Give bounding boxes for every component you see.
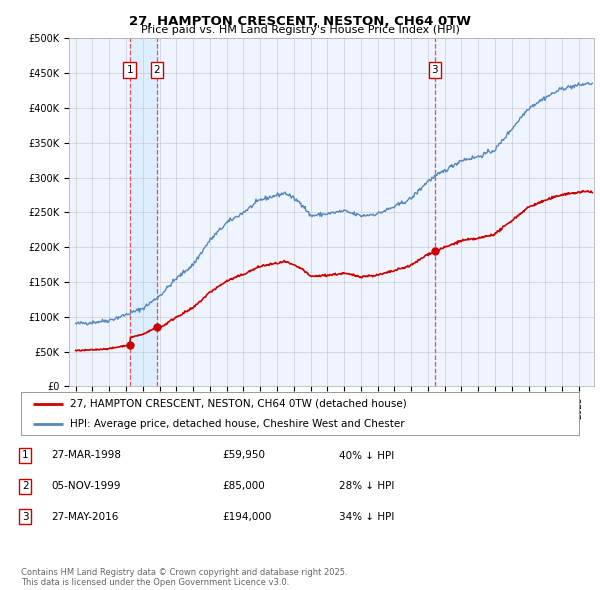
- Bar: [130, 38, 157, 386]
- Text: 1: 1: [127, 65, 133, 75]
- Text: 27-MAY-2016: 27-MAY-2016: [51, 512, 118, 522]
- Text: 27-MAR-1998: 27-MAR-1998: [51, 451, 121, 460]
- Text: £59,950: £59,950: [222, 451, 265, 460]
- Text: 1: 1: [22, 451, 29, 460]
- Text: Contains HM Land Registry data © Crown copyright and database right 2025.
This d: Contains HM Land Registry data © Crown c…: [21, 568, 347, 587]
- Text: 2: 2: [22, 481, 29, 491]
- Text: 3: 3: [431, 65, 438, 75]
- Text: 27, HAMPTON CRESCENT, NESTON, CH64 0TW (detached house): 27, HAMPTON CRESCENT, NESTON, CH64 0TW (…: [70, 399, 407, 409]
- Text: 34% ↓ HPI: 34% ↓ HPI: [339, 512, 394, 522]
- Text: £85,000: £85,000: [222, 481, 265, 491]
- Text: 2: 2: [154, 65, 160, 75]
- Text: £194,000: £194,000: [222, 512, 271, 522]
- Text: 27, HAMPTON CRESCENT, NESTON, CH64 0TW: 27, HAMPTON CRESCENT, NESTON, CH64 0TW: [129, 15, 471, 28]
- Text: 40% ↓ HPI: 40% ↓ HPI: [339, 451, 394, 460]
- Text: 28% ↓ HPI: 28% ↓ HPI: [339, 481, 394, 491]
- Text: Price paid vs. HM Land Registry's House Price Index (HPI): Price paid vs. HM Land Registry's House …: [140, 25, 460, 35]
- Text: 3: 3: [22, 512, 29, 522]
- Text: HPI: Average price, detached house, Cheshire West and Chester: HPI: Average price, detached house, Ches…: [70, 419, 405, 429]
- Text: 05-NOV-1999: 05-NOV-1999: [51, 481, 121, 491]
